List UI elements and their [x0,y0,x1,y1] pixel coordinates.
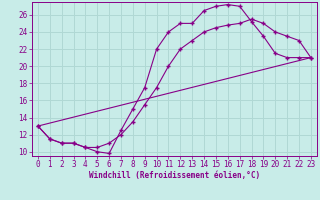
X-axis label: Windchill (Refroidissement éolien,°C): Windchill (Refroidissement éolien,°C) [89,171,260,180]
